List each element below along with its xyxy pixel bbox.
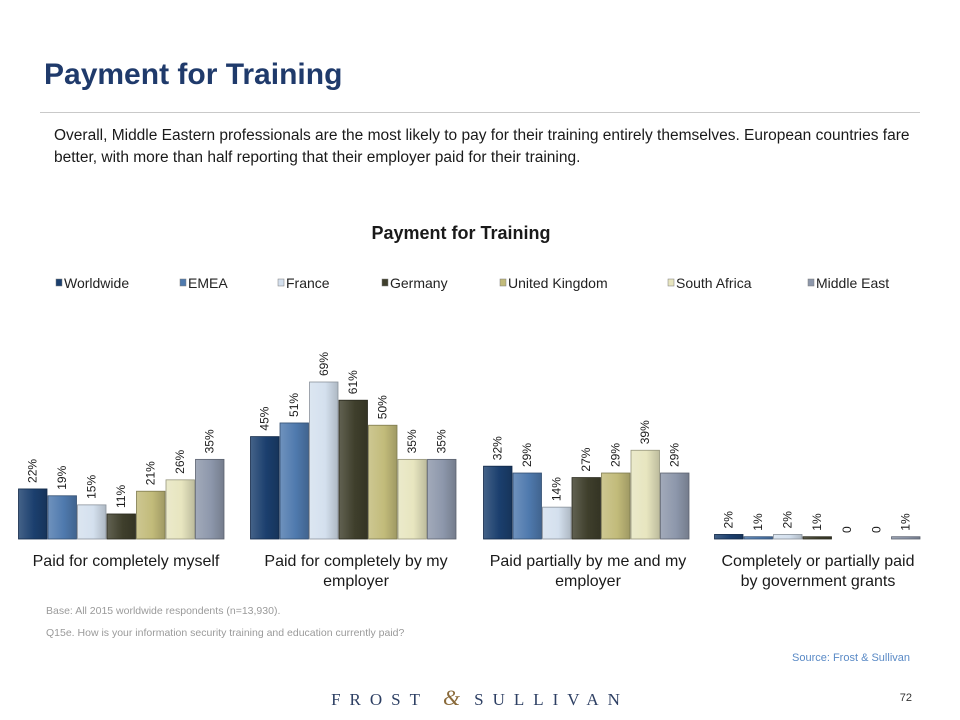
bar-worldwide — [714, 534, 744, 540]
value-label: 19% — [55, 465, 69, 489]
summary-text: Overall, Middle Eastern professionals ar… — [54, 127, 910, 166]
logo-left: FROST — [331, 690, 429, 709]
value-label: 26% — [173, 449, 187, 473]
bar-united-kingdom — [136, 490, 166, 540]
category-label: Completely or partially paid by governmen… — [722, 553, 915, 590]
title-divider — [40, 112, 920, 113]
bar-worldwide — [250, 436, 280, 540]
bar-germany — [338, 399, 368, 540]
bar-emea — [743, 536, 773, 540]
page-number: 72 — [899, 692, 912, 704]
bar-chart: Payment for Training Worldwide EMEA France… — [18, 223, 921, 590]
bar-groups: 22% 19% 15% 11% 21% 26% 35% 45% 51% 69% 61% 50% 35% 3… — [18, 352, 921, 540]
value-label: 1% — [751, 513, 765, 531]
value-label: 1% — [899, 513, 913, 531]
page-title: Payment for Training — [44, 58, 343, 91]
legend-label: Worldwide — [64, 275, 129, 291]
legend-label: South Africa — [676, 275, 752, 291]
bar-group-completely-or-partially-paid-by-government-grants: 2% 1% 2% 1% 0 0 1% — [714, 511, 921, 540]
value-label: 50% — [376, 395, 390, 419]
bar-worldwide — [18, 488, 48, 540]
bar-south-africa — [397, 458, 427, 540]
legend-item-united-kingdom: United Kingdom — [499, 275, 608, 291]
bar-middle-east — [427, 458, 457, 540]
legend-item-germany: Germany — [381, 275, 448, 291]
value-label: 21% — [144, 461, 158, 485]
value-label: 32% — [491, 436, 505, 460]
bar-emea — [47, 495, 77, 540]
value-label: 51% — [287, 393, 301, 417]
bar-group-paid-for-completely-by-my-employer: 45% 51% 69% 61% 50% 35% 35% — [250, 352, 457, 540]
source-note: Source: Frost & Sullivan — [792, 652, 910, 664]
value-label: 69% — [317, 352, 331, 376]
bar-germany — [106, 513, 136, 540]
bar-united-kingdom — [368, 424, 398, 540]
logo-right: SULLIVAN — [474, 690, 629, 709]
legend-item-south-africa: South Africa — [667, 275, 752, 291]
base-note: Base: All 2015 worldwide respondents (n=… — [46, 605, 281, 617]
bar-south-africa — [630, 449, 660, 540]
bar-france — [309, 381, 339, 540]
bar-south-africa — [165, 479, 195, 540]
bar-middle-east — [195, 458, 225, 540]
legend-item-middle-east: Middle East — [807, 275, 889, 291]
chart-title: Payment for Training — [371, 223, 550, 243]
legend-swatch — [55, 278, 63, 287]
category-labels: Paid for completely myself Paid for compl… — [33, 553, 915, 590]
legend-label: Middle East — [816, 275, 889, 291]
category-label: Paid partially by me and my employer — [490, 553, 687, 590]
value-label: 29% — [609, 443, 623, 467]
question-note: Q15e. How is your information security t… — [46, 627, 405, 639]
legend-label: Germany — [390, 275, 448, 291]
legend-swatch — [499, 278, 507, 287]
bar-united-kingdom — [601, 472, 631, 540]
value-label: 39% — [638, 420, 652, 444]
value-label: 35% — [405, 429, 419, 453]
bar-middle-east — [660, 472, 690, 540]
bar-worldwide — [483, 465, 513, 540]
legend-swatch — [381, 278, 389, 287]
bar-emea — [512, 472, 542, 540]
value-label: 29% — [520, 443, 534, 467]
value-label: 35% — [435, 429, 449, 453]
value-label: 1% — [810, 513, 824, 531]
value-label: 0 — [869, 526, 883, 533]
legend-swatch — [667, 278, 675, 287]
bar-france — [773, 534, 803, 540]
value-label: 61% — [346, 370, 360, 394]
value-label: 2% — [781, 511, 795, 529]
value-label: 35% — [203, 429, 217, 453]
legend-label: EMEA — [188, 275, 228, 291]
bar-emea — [279, 422, 309, 540]
value-label: 14% — [550, 477, 564, 501]
frost-sullivan-logo: FROST & SULLIVAN — [0, 685, 960, 711]
bar-france — [542, 506, 572, 540]
bar-france — [77, 504, 107, 540]
legend-swatch — [179, 278, 187, 287]
value-label: 0 — [840, 526, 854, 533]
category-label: Paid for completely myself — [33, 553, 220, 570]
category-label: Paid for completely by my employer — [264, 553, 447, 590]
logo-ampersand: & — [442, 685, 461, 710]
chart-legend: Worldwide EMEA France Germany United Kingdom… — [55, 275, 889, 291]
value-label: 29% — [668, 443, 682, 467]
value-label: 27% — [579, 447, 593, 471]
legend-item-france: France — [277, 275, 330, 291]
bar-middle-east — [891, 536, 921, 540]
value-label: 15% — [85, 475, 99, 499]
bar-group-paid-partially-by-me-and-my-employer: 32% 29% 14% 27% 29% 39% 29% — [483, 420, 690, 540]
legend-item-worldwide: Worldwide — [55, 275, 129, 291]
legend-swatch — [277, 278, 285, 287]
legend-label: United Kingdom — [508, 275, 608, 291]
legend-label: France — [286, 275, 330, 291]
legend-item-emea: EMEA — [179, 275, 228, 291]
bar-germany — [802, 536, 832, 540]
value-label: 2% — [722, 511, 736, 529]
legend-swatch — [807, 278, 815, 287]
value-label: 22% — [26, 459, 40, 483]
bar-group-paid-for-completely-myself: 22% 19% 15% 11% 21% 26% 35% — [18, 429, 225, 540]
value-label: 11% — [114, 485, 128, 508]
value-label: 45% — [258, 406, 272, 430]
bar-germany — [571, 477, 601, 540]
